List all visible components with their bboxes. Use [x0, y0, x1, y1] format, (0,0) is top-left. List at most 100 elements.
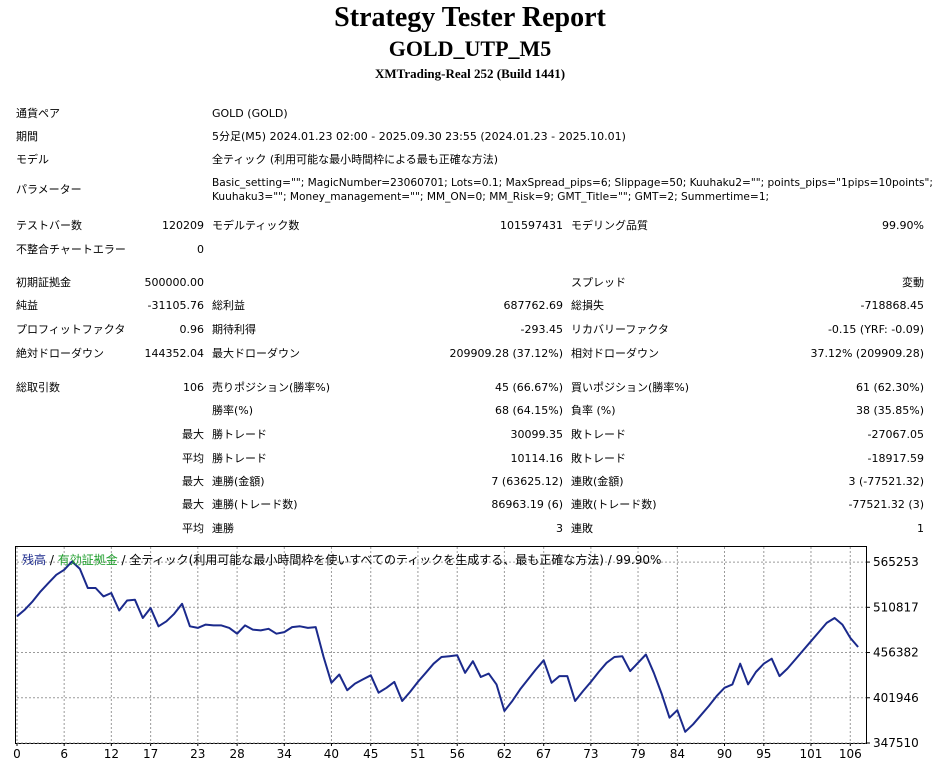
modeling-quality-label: モデリング品質: [571, 219, 648, 232]
largest-win-value: 30099.35: [510, 428, 564, 441]
pair-label: 通貨ペア: [16, 107, 60, 120]
max-consec-profit-value: 86963.19 (6): [491, 498, 563, 511]
test-bars-value: 120209: [162, 219, 204, 232]
x-tick-label: 45: [363, 747, 378, 761]
x-tick-label: 23: [190, 747, 205, 761]
model-ticks-value: 101597431: [500, 219, 563, 232]
gross-profit-label: 総利益: [212, 299, 245, 312]
short-pos-value: 45 (66.67%): [494, 381, 563, 394]
max-consec-loss-value: -77521.32 (3): [848, 498, 924, 511]
period-value: 5分足(M5) 2024.01.23 02:00 - 2025.09.30 23…: [212, 130, 626, 143]
recovery-factor-label: リカバリーファクタ: [571, 323, 669, 336]
spread-value: 変動: [902, 276, 924, 289]
y-tick-label: 401946: [873, 691, 919, 705]
avg-loss-value: -18917.59: [867, 452, 924, 465]
total-trades-value: 106: [183, 381, 204, 394]
x-tick-label: 0: [13, 747, 21, 761]
model-value: 全ティック (利用可能な最小時間枠による最も正確な方法): [212, 153, 499, 166]
max-consec-losses-label: 連敗(金額): [571, 475, 624, 488]
rel-drawdown-label: 相対ドローダウン: [571, 347, 659, 360]
period-label: 期間: [16, 130, 38, 143]
loss-rate-value: 38 (35.85%): [855, 404, 924, 417]
avg-consec-losses-value: 1: [917, 522, 924, 535]
net-profit-label: 純益: [16, 299, 38, 312]
x-tick-label: 90: [717, 747, 732, 761]
net-profit-value: -31105.76: [147, 299, 204, 312]
x-tick-label: 73: [583, 747, 598, 761]
max-consec-profit-label: 連勝(トレード数): [212, 498, 298, 511]
long-pos-value: 61 (62.30%): [855, 381, 924, 394]
balance-series-line: [16, 560, 859, 733]
expected-payoff-value: -293.45: [520, 323, 563, 336]
mismatch-value: 0: [197, 243, 204, 256]
max-drawdown-value: 209909.28 (37.12%): [449, 347, 563, 360]
params-label: パラメーター: [16, 183, 82, 196]
avg-consec-wins-value: 3: [556, 522, 563, 535]
mismatch-label: 不整合チャートエラー: [16, 243, 126, 256]
largest-loss-value: -27067.05: [867, 428, 924, 441]
legend-equity: 有効証拠金: [57, 553, 118, 567]
avg-win-label: 勝トレード: [212, 452, 267, 465]
max-consec-wins-label: 連勝(金額): [212, 475, 265, 488]
report-build: XMTrading-Real 252 (Build 1441): [374, 66, 566, 81]
pair-value: GOLD (GOLD): [212, 107, 288, 120]
legend-sep-1: /: [46, 553, 58, 567]
abs-drawdown-value: 144352.04: [144, 347, 205, 360]
initial-deposit-label: 初期証拠金: [16, 276, 71, 289]
x-tick-label: 34: [277, 747, 292, 761]
x-tick-label: 17: [143, 747, 158, 761]
long-pos-label: 買いポジション(勝率%): [571, 381, 690, 394]
max-consec-wins-value: 7 (63625.12): [491, 475, 563, 488]
avg-loss-label: 敗トレード: [571, 452, 626, 465]
x-tick-label: 106: [839, 747, 862, 761]
recovery-factor-value: -0.15 (YRF: -0.09): [827, 323, 924, 336]
y-tick-label: 565253: [873, 555, 919, 569]
report-subtitle: GOLD_UTP_M5: [388, 36, 552, 61]
max-label-3: 最大: [182, 498, 204, 511]
x-tick-label: 51: [410, 747, 425, 761]
x-tick-label: 62: [497, 747, 512, 761]
short-pos-label: 売りポジション(勝率%): [212, 381, 331, 394]
gross-loss-label: 総損失: [571, 299, 604, 312]
x-tick-label: 12: [104, 747, 119, 761]
total-trades-label: 総取引数: [16, 381, 60, 394]
x-tick-label: 6: [60, 747, 68, 761]
modeling-quality-value: 99.90%: [882, 219, 924, 232]
y-tick-label: 347510: [873, 736, 919, 750]
max-label-1: 最大: [182, 428, 204, 441]
params-line-2: Kuuhaku3=""; Money_management=""; MM_ON=…: [212, 191, 770, 203]
max-drawdown-label: 最大ドローダウン: [212, 347, 300, 360]
expected-payoff-label: 期待利得: [212, 323, 256, 336]
win-rate-value: 68 (64.15%): [494, 404, 563, 417]
avg-consec-losses-label: 連敗: [571, 522, 593, 535]
legend-balance: 残高: [22, 553, 47, 567]
initial-deposit-value: 500000.00: [144, 276, 205, 289]
gross-loss-value: -718868.45: [860, 299, 924, 312]
max-label-2: 最大: [182, 475, 204, 488]
gross-profit-value: 687762.69: [503, 299, 564, 312]
avg-label-1: 平均: [182, 452, 204, 465]
win-rate-label: 勝率(%): [212, 404, 254, 417]
largest-win-label: 勝トレード: [212, 428, 267, 441]
max-consec-losses-value: 3 (-77521.32): [848, 475, 924, 488]
x-tick-label: 28: [229, 747, 244, 761]
profit-factor-label: プロフィットファクタ: [16, 323, 126, 336]
largest-loss-label: 敗トレード: [571, 428, 626, 441]
legend-sep-2: /: [117, 553, 130, 567]
x-tick-label: 84: [670, 747, 685, 761]
avg-label-2: 平均: [182, 522, 204, 535]
avg-consec-wins-label: 連勝: [212, 522, 234, 535]
rel-drawdown-value: 37.12% (209909.28): [810, 347, 924, 360]
chart-legend: 残高 / 有効証拠金 / 全ティック(利用可能な最小時間枠を使いすべてのティック…: [22, 551, 661, 568]
max-consec-loss-label: 連敗(トレード数): [571, 498, 657, 511]
y-tick-label: 456382: [873, 646, 919, 660]
y-tick-label: 510817: [873, 600, 919, 614]
x-tick-label: 56: [450, 747, 465, 761]
legend-description: 全ティック(利用可能な最小時間枠を使いすべてのティックを生成する、最も正確な方法…: [129, 553, 662, 567]
avg-win-value: 10114.16: [510, 452, 564, 465]
x-tick-label: 79: [630, 747, 645, 761]
test-bars-label: テストバー数: [16, 219, 82, 232]
model-label: モデル: [16, 153, 49, 166]
x-tick-label: 67: [536, 747, 551, 761]
